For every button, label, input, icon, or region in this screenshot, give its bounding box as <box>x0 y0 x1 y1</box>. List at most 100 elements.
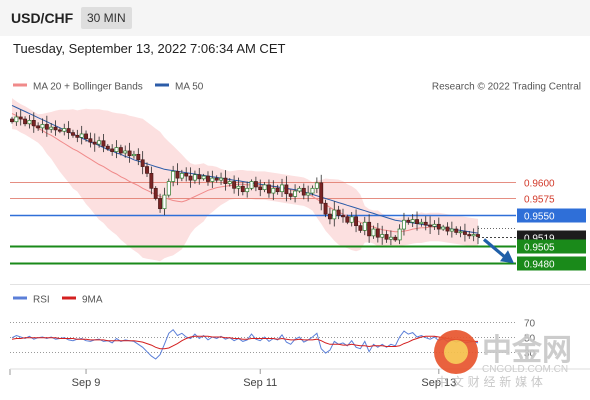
cngold-watermark: 中金网 CNGOLD.COM.CN 中 文 财 经 新 媒 体 <box>434 330 572 389</box>
candle-body <box>223 177 228 184</box>
candle-body <box>297 187 302 192</box>
candle-body <box>219 177 223 181</box>
candle-body <box>175 170 180 179</box>
candle-body <box>206 175 210 182</box>
rsi-legend-swatch <box>13 296 27 300</box>
candle-body <box>149 173 154 189</box>
candle-body <box>240 185 245 193</box>
candle-body <box>397 228 402 241</box>
candle-body <box>267 184 271 194</box>
rsi-series <box>11 328 479 360</box>
candle-body <box>275 187 280 193</box>
candle-body <box>432 223 437 227</box>
level-label-last: 0.9519 <box>524 234 555 245</box>
candle-body <box>301 187 306 196</box>
candle-body <box>375 228 380 238</box>
candle-body <box>10 118 14 123</box>
candle-body <box>71 132 75 136</box>
candle-body <box>345 216 350 223</box>
candle-body <box>458 231 463 234</box>
candle-body <box>306 192 311 196</box>
candle-body <box>288 193 293 197</box>
candle-body <box>354 216 359 227</box>
watermark-subtitle: 中 文 财 经 新 媒 体 <box>436 374 543 389</box>
candle-body <box>449 228 454 232</box>
rsi-level-label: 30 <box>524 349 536 360</box>
rsi-level-label: 70 <box>524 319 536 330</box>
rsi-legend-label: RSI <box>33 295 50 306</box>
series-line-9ma <box>11 335 478 350</box>
candle-body <box>245 187 250 193</box>
candles <box>10 109 480 246</box>
projection-arrow <box>482 238 514 264</box>
candle-body <box>393 236 398 241</box>
level-badge-support <box>517 239 586 254</box>
candle-body <box>162 194 167 210</box>
candle-body <box>253 181 258 188</box>
rsi-level-label: 50 <box>524 334 536 345</box>
level-badge-support <box>517 256 586 271</box>
series-line-rsi <box>11 328 479 360</box>
watermark-url: CNGOLD.COM.CN <box>482 364 568 375</box>
candle-body <box>471 234 476 237</box>
candle-body <box>18 116 23 120</box>
candle-body <box>118 147 123 154</box>
candle-body <box>327 213 332 220</box>
candle-body <box>49 126 54 130</box>
candle-body <box>75 134 80 138</box>
candle-body <box>349 216 354 223</box>
candle-body <box>249 181 254 189</box>
x-tick-label: Sep 11 <box>243 377 277 389</box>
rsi-ma-legend-swatch <box>62 296 76 300</box>
level-label-pivot: 0.9550 <box>524 212 555 223</box>
watermark-title: 中金网 <box>482 333 572 368</box>
candle-body <box>332 209 337 220</box>
candle-body <box>214 177 219 181</box>
level-badge-pivot <box>517 208 586 223</box>
x-tick-label: Sep 9 <box>72 377 101 389</box>
candle-body <box>210 177 215 182</box>
candle-body <box>336 209 341 216</box>
candle-body <box>14 116 19 123</box>
projection-arrow-shaft <box>482 238 506 258</box>
candle-body <box>36 125 41 129</box>
candle-body <box>415 219 419 224</box>
level-label-support: 0.9480 <box>524 260 555 271</box>
datetime-label: Tuesday, September 13, 2022 7:06:34 AM C… <box>13 41 286 56</box>
candle-body <box>92 141 97 145</box>
candle-body <box>145 166 149 174</box>
candle-body <box>454 228 459 233</box>
candle-body <box>441 226 446 230</box>
candle-body <box>31 120 36 127</box>
level-label-resistance: 0.9575 <box>524 195 555 206</box>
candle-body <box>262 184 267 191</box>
candle-body <box>445 226 450 232</box>
candle-body <box>227 181 232 184</box>
candle-body <box>362 221 367 231</box>
candle-body <box>232 181 237 189</box>
projection-arrow-head-icon <box>500 250 514 264</box>
candle-body <box>53 126 58 131</box>
candle-body <box>314 182 319 189</box>
candle-body <box>110 148 115 152</box>
candle-body <box>123 150 128 154</box>
bollinger-band <box>12 98 478 262</box>
candle-body <box>66 128 71 133</box>
candle-body <box>105 145 110 150</box>
candle-body <box>131 153 136 157</box>
timeframe-button[interactable]: 30 MIN <box>81 7 132 29</box>
candle-body <box>153 187 158 199</box>
candle-body <box>40 124 45 129</box>
candle-body <box>201 175 206 180</box>
bollinger-band-area <box>12 98 478 262</box>
candle-body <box>319 182 324 204</box>
ma50-legend-label: MA 50 <box>175 82 204 93</box>
candle-body <box>79 133 84 138</box>
candle-body <box>27 120 32 125</box>
candle-body <box>258 186 263 191</box>
candle-body <box>114 147 119 152</box>
ma50-legend-swatch <box>155 83 169 87</box>
candle-body <box>280 184 284 193</box>
candle-body <box>406 219 411 223</box>
candle-body <box>367 221 372 237</box>
